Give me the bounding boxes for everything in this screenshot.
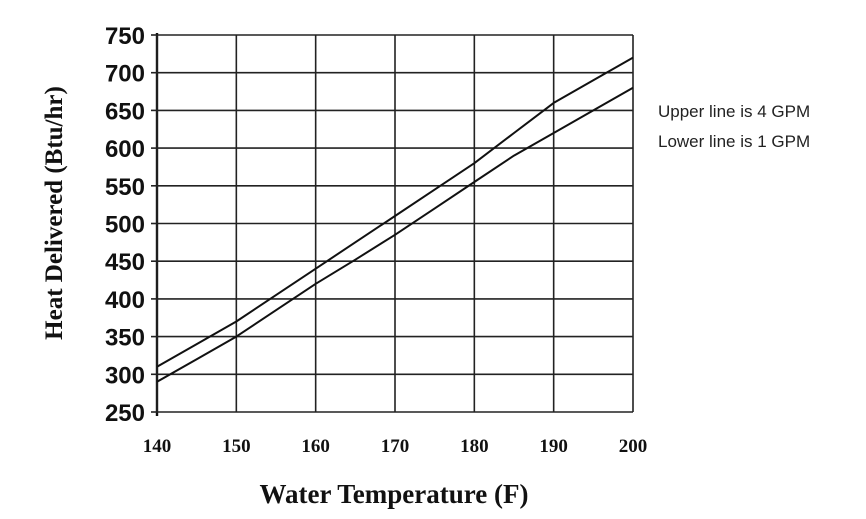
x-tick-label: 160 xyxy=(301,436,330,457)
y-tick-label: 600 xyxy=(105,136,145,163)
x-tick-label: 140 xyxy=(143,436,172,457)
y-tick-label: 450 xyxy=(105,249,145,276)
x-tick-labels: 140 150 160 170 180 190 200 xyxy=(143,436,648,457)
y-tick-labels: 250 300 350 400 450 500 550 600 650 700 750 xyxy=(105,23,145,427)
y-tick-label: 500 xyxy=(105,212,145,239)
y-axis-title: Heat Delivered (Btu/hr) xyxy=(41,86,68,340)
x-tick-label: 170 xyxy=(381,436,410,457)
y-tick-label: 250 xyxy=(105,400,145,427)
y-tick-label: 700 xyxy=(105,61,145,88)
y-tick-label: 650 xyxy=(105,98,145,125)
x-tick-label: 190 xyxy=(539,436,568,457)
y-tick-label: 300 xyxy=(105,362,145,389)
x-tick-label: 150 xyxy=(222,436,251,457)
grid xyxy=(151,34,634,413)
annotation-upper-line: Upper line is 4 GPM xyxy=(658,102,810,121)
series-line-upper xyxy=(156,56,634,368)
y-tick-label: 350 xyxy=(105,325,145,352)
y-tick-label: 750 xyxy=(105,23,145,50)
y-tick-label: 400 xyxy=(105,287,145,314)
x-tick-label: 200 xyxy=(619,436,648,457)
series-line-lower xyxy=(156,86,634,383)
series-lines xyxy=(156,56,634,383)
y-tick-label: 550 xyxy=(105,174,145,201)
x-axis-title: Water Temperature (F) xyxy=(260,479,529,509)
annotation-lower-line: Lower line is 1 GPM xyxy=(658,132,810,151)
x-tick-label: 180 xyxy=(460,436,489,457)
